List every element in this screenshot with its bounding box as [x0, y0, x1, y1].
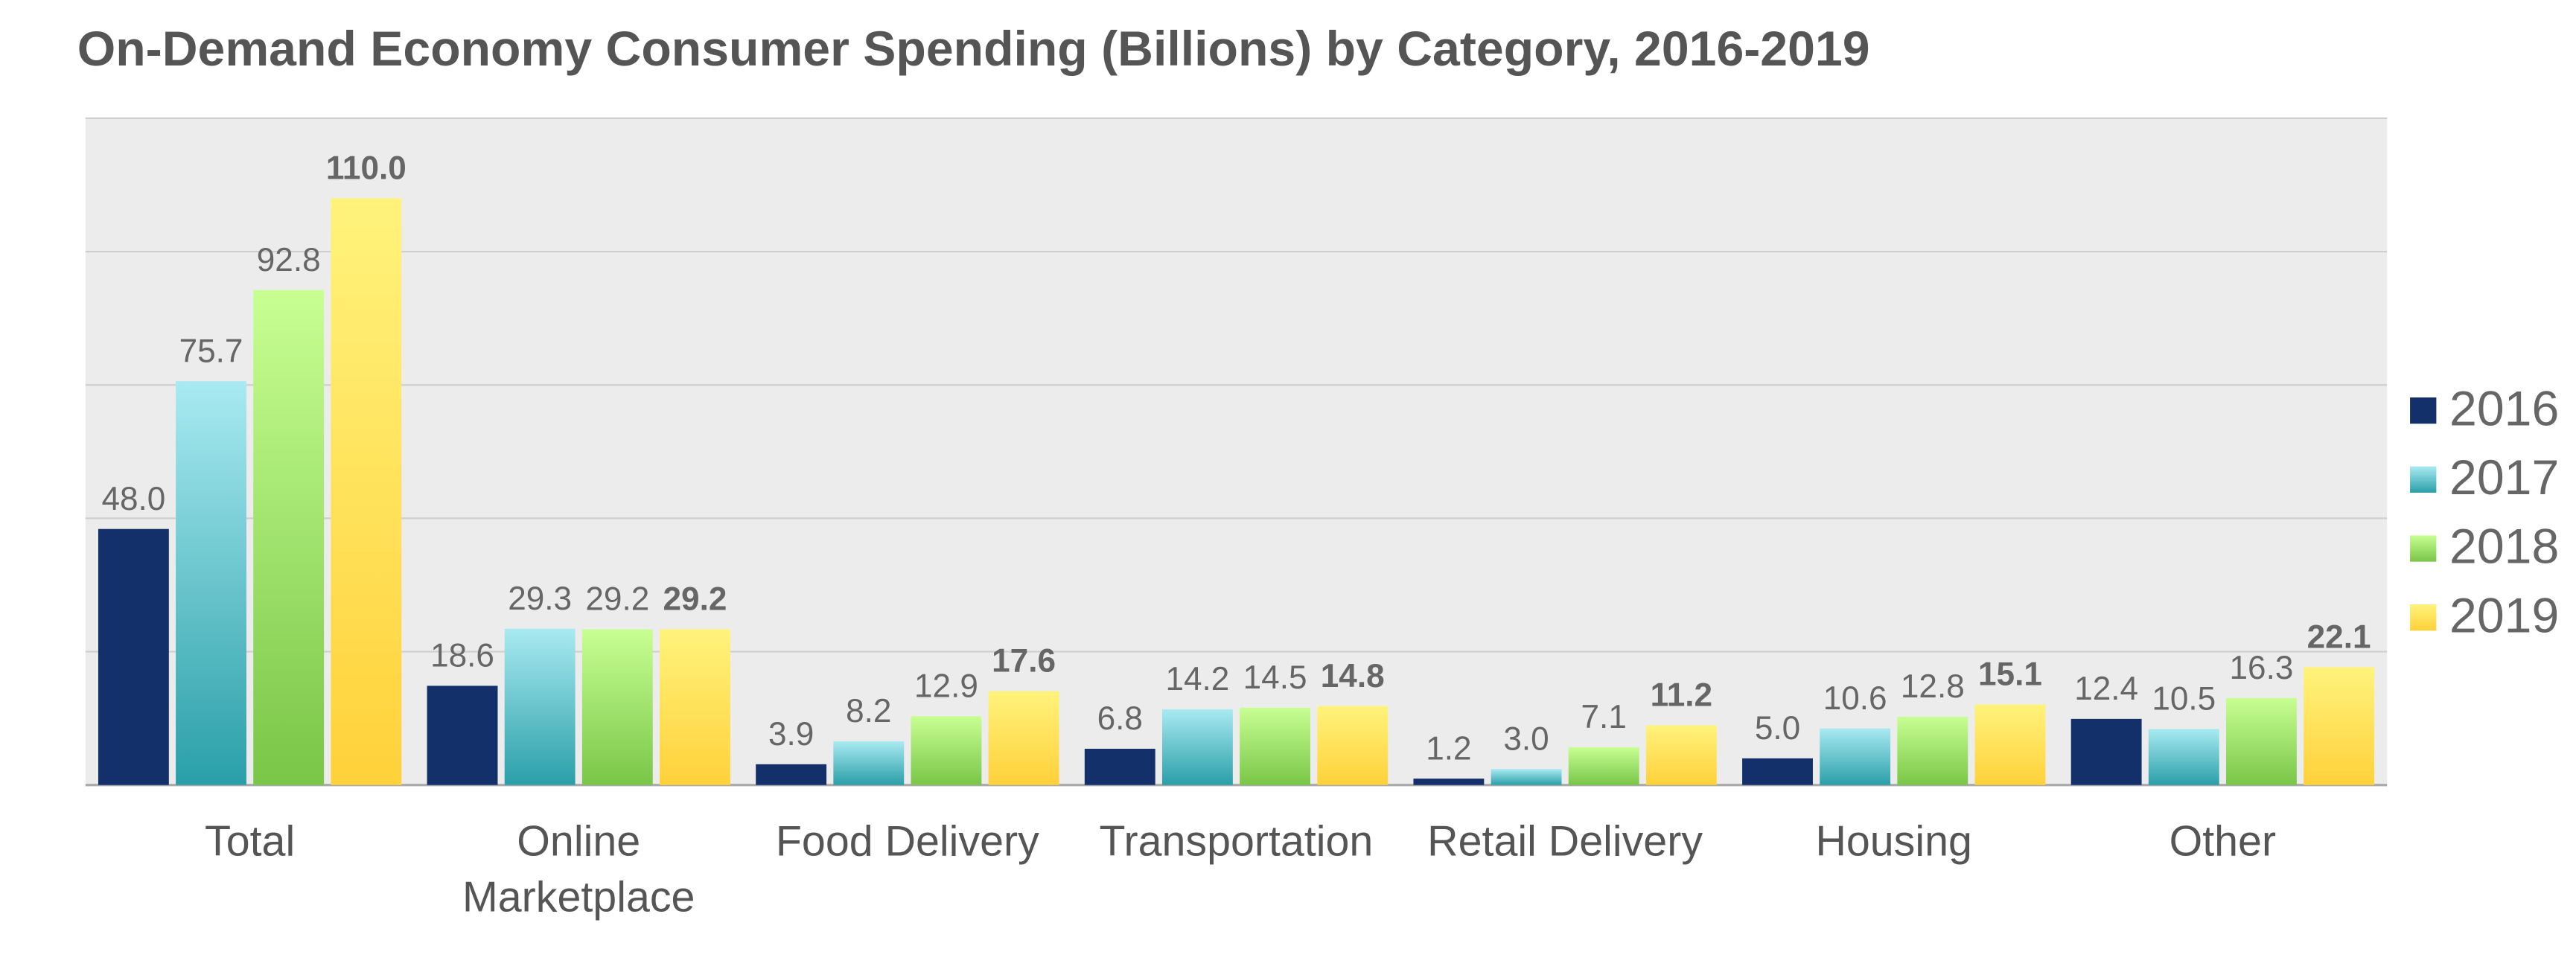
value-label: 14.2 — [1165, 661, 1229, 697]
value-label: 15.1 — [1978, 656, 2042, 693]
x-tick-label-box: Transportation — [1099, 816, 1374, 866]
bar — [1568, 747, 1639, 785]
value-label: 14.5 — [1243, 659, 1307, 696]
x-tick-label: Food Delivery — [775, 816, 1039, 866]
bar — [1742, 758, 1813, 785]
legend-swatch — [2410, 466, 2437, 493]
legend-swatch — [2410, 397, 2437, 424]
bar — [911, 716, 982, 785]
bar — [2070, 718, 2142, 785]
legend-swatch — [2410, 604, 2437, 631]
x-tick-label: Transportation — [1099, 816, 1374, 866]
x-tick-label: Retail Delivery — [1427, 816, 1703, 866]
chart-title: On-Demand Economy Consumer Spending (Bil… — [77, 22, 1870, 77]
legend-label: 2017 — [2449, 450, 2559, 505]
bar — [1897, 716, 1968, 785]
value-label: 5.0 — [1755, 710, 1800, 747]
value-label: 12.9 — [914, 668, 978, 704]
x-tick-label: Other — [2169, 816, 2277, 866]
bar — [1820, 728, 1891, 785]
plot-background — [85, 118, 2388, 785]
x-tick-label-box: Retail Delivery — [1427, 816, 1703, 866]
bar — [1413, 779, 1485, 785]
bar — [988, 691, 1059, 785]
legend-label: 2019 — [2449, 588, 2559, 643]
value-label: 75.7 — [179, 333, 243, 369]
value-label: 48.0 — [101, 481, 165, 517]
bar — [756, 764, 827, 785]
value-label: 3.9 — [768, 716, 814, 752]
bar — [427, 685, 498, 785]
bar — [2304, 667, 2375, 785]
x-tick-label-box: Housing — [1815, 816, 1972, 866]
bar — [176, 381, 246, 785]
bar — [1645, 725, 1717, 785]
x-tick-label: Total — [205, 816, 296, 866]
x-tick-label-box: Total — [205, 816, 296, 866]
value-label: 12.8 — [1901, 668, 1965, 705]
bar — [1161, 709, 1233, 785]
x-tick-label-box: Online Marketplace — [462, 816, 695, 921]
value-label: 16.3 — [2229, 650, 2293, 686]
value-label: 3.0 — [1503, 720, 1549, 757]
value-label: 8.2 — [846, 693, 891, 729]
bar — [660, 629, 730, 785]
value-label: 29.2 — [663, 581, 727, 618]
bar — [581, 629, 653, 785]
legend-swatch — [2410, 535, 2437, 562]
x-tick-label: Housing — [1815, 816, 1972, 866]
value-label: 1.2 — [1426, 730, 1471, 767]
x-tick-label: Online Marketplace — [462, 816, 695, 921]
value-label: 12.4 — [2074, 671, 2138, 707]
value-label: 18.6 — [430, 638, 494, 674]
value-label: 6.8 — [1097, 700, 1143, 737]
bar — [833, 741, 905, 785]
bar — [2148, 729, 2219, 785]
value-label: 14.8 — [1321, 658, 1385, 694]
value-label: 29.3 — [508, 581, 572, 617]
bar — [1974, 704, 2046, 785]
bar — [504, 628, 576, 785]
bar — [1084, 748, 1155, 785]
value-label: 22.1 — [2307, 619, 2371, 655]
bar — [253, 290, 325, 785]
value-label: 10.5 — [2152, 681, 2216, 717]
value-label: 110.0 — [326, 150, 407, 187]
bar — [98, 528, 169, 785]
bar — [331, 198, 402, 785]
value-label: 29.2 — [585, 581, 649, 618]
value-label: 7.1 — [1581, 699, 1627, 735]
value-label: 10.6 — [1823, 680, 1887, 717]
bar — [1491, 769, 1562, 785]
bar — [1317, 706, 1389, 785]
bar — [1240, 707, 1311, 785]
legend-label: 2018 — [2449, 520, 2559, 575]
value-label: 11.2 — [1651, 677, 1712, 714]
bar — [2226, 697, 2297, 785]
value-label: 92.8 — [257, 242, 321, 278]
x-tick-label-box: Food Delivery — [775, 816, 1039, 866]
value-label: 17.6 — [992, 643, 1056, 680]
x-tick-label-box: Other — [2169, 816, 2277, 866]
legend-label: 2016 — [2449, 381, 2559, 436]
